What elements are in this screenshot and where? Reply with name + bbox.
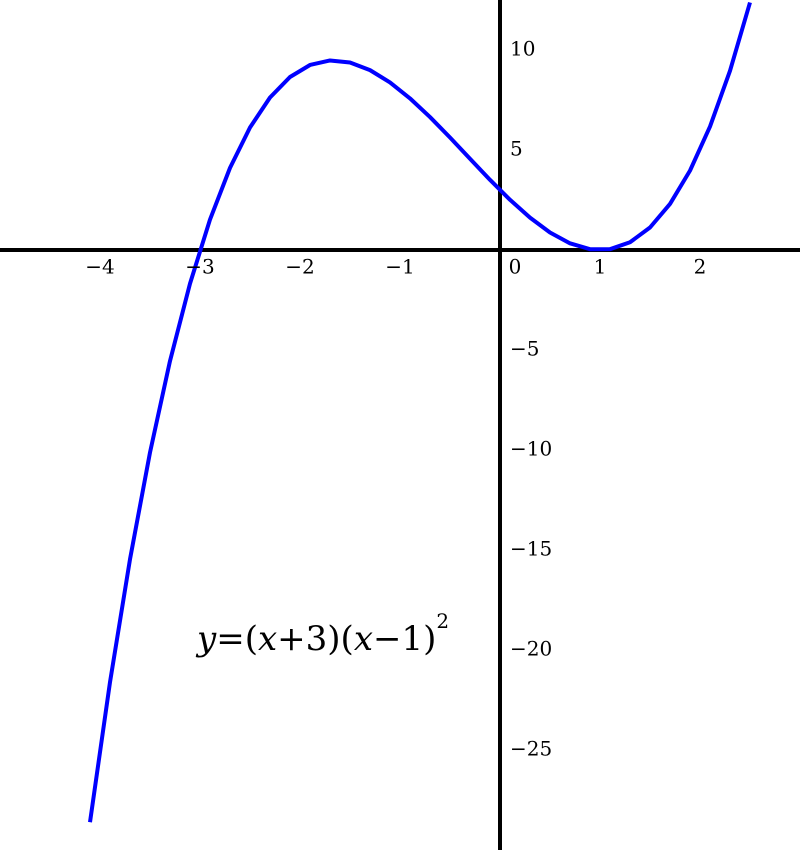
annotation-part: y — [195, 619, 217, 659]
annotation-part: +3)( — [277, 619, 354, 659]
y-tick-label: −20 — [510, 637, 552, 661]
y-tick-label: −15 — [510, 537, 552, 561]
annotation-part: 2 — [436, 609, 449, 633]
y-tick-label: −5 — [510, 337, 539, 361]
y-tick-label: 10 — [510, 37, 535, 61]
curve — [88, 1, 752, 823]
x-tick-label: −4 — [85, 255, 114, 279]
x-tick-label: 2 — [694, 255, 707, 279]
annotation-part: x — [258, 619, 277, 659]
x-tick-label: −1 — [385, 255, 414, 279]
labels: −4 −3 −2 −1 0 1 2−25−20−15−10−5510y=(x+3)(x−1)… — [85, 37, 706, 761]
x-tick-label: −3 — [185, 255, 214, 279]
plot — [88, 1, 752, 823]
annotation-part: −1) — [373, 619, 436, 659]
x-tick-label: 0 — [509, 255, 522, 279]
y-tick-label: −25 — [510, 737, 552, 761]
y-tick-label: −10 — [510, 437, 552, 461]
x-tick-label: −2 — [285, 255, 314, 279]
annotation-part: =( — [216, 619, 258, 659]
annotation: y=(x+3)(x−1)2 — [195, 609, 449, 659]
y-tick-label: 5 — [510, 137, 523, 161]
x-tick-label: 1 — [594, 255, 607, 279]
annotation-part: x — [354, 619, 373, 659]
